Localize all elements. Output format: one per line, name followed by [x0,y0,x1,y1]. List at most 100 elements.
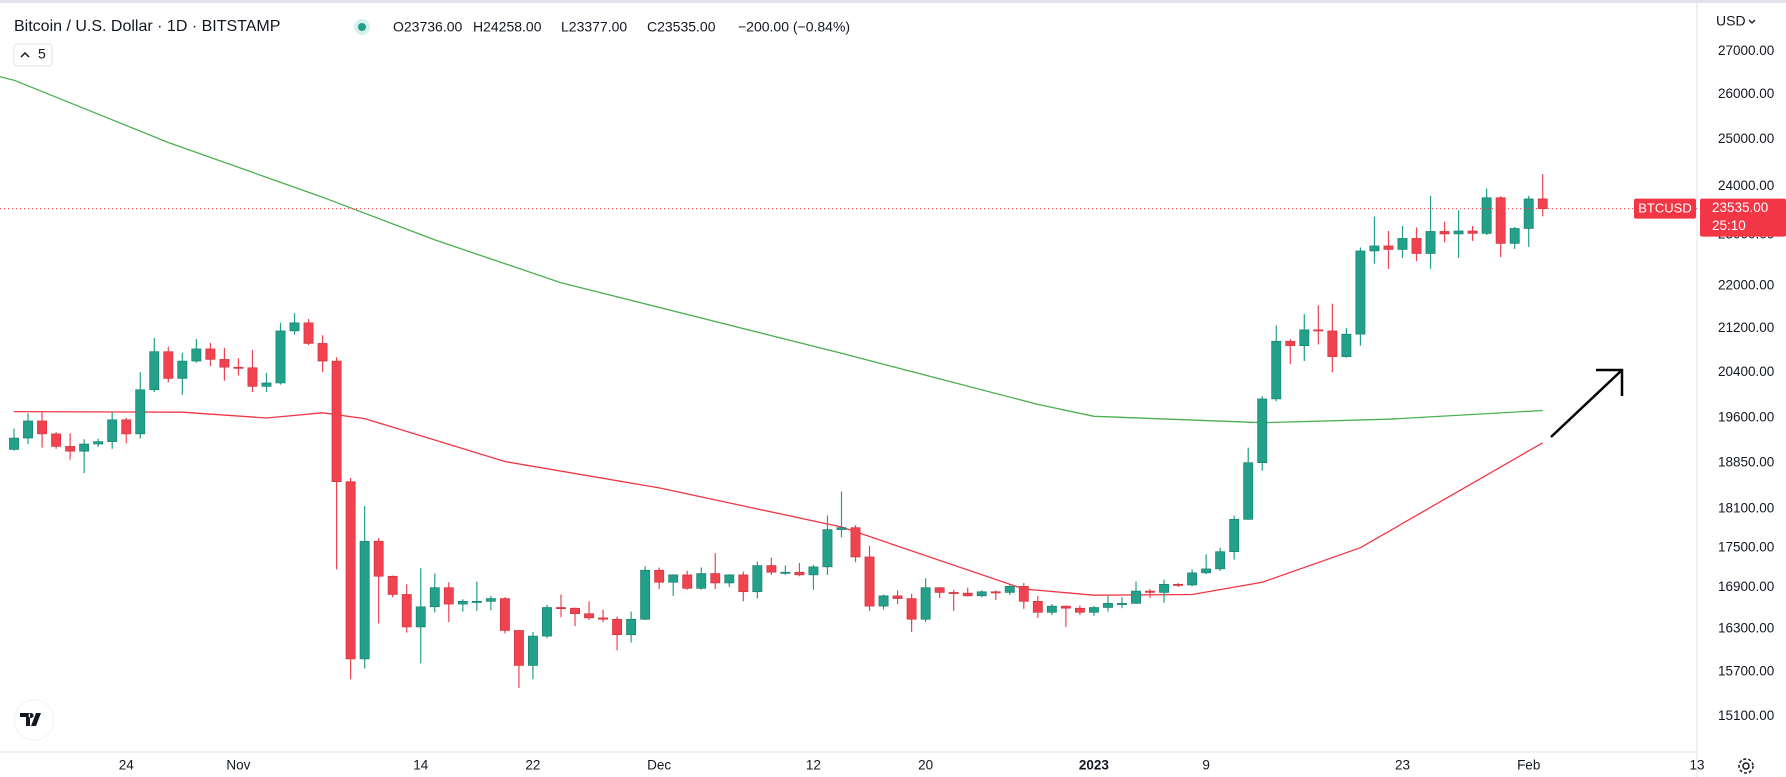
candle-body [163,351,174,379]
candle-body [612,618,623,635]
candle-body [359,540,370,660]
candle-body [1032,601,1043,613]
candle-body [962,592,973,597]
candle-body [1103,603,1113,608]
y-tick-label: 16900.00 [1718,579,1774,594]
chart-title: Bitcoin / U.S. Dollar · 1D · BITSTAMP [14,18,280,35]
candle-body [1411,238,1422,254]
candle-body [1060,605,1071,609]
candle-body [1089,607,1099,613]
candle-body [1046,605,1057,613]
x-tick-label: 14 [413,758,429,773]
x-tick-label: 12 [806,758,821,773]
x-tick-label: 13 [1689,758,1704,773]
candle-body [93,441,104,445]
y-tick-label: 25000.00 [1718,131,1774,146]
arrow-line [1550,369,1623,438]
candle-body [682,574,693,589]
y-tick-label: 19600.00 [1718,410,1774,425]
candle-body [1215,551,1226,570]
indicator-count: 5 [38,46,46,62]
candle-body [1481,197,1492,234]
candle-body [1453,230,1464,235]
chevron-icon [20,51,30,58]
candle-body [1369,245,1380,252]
y-tick-label: 27000.00 [1718,43,1774,58]
candle-body [948,592,959,594]
x-tick-label: 23 [1395,758,1410,773]
arrow-annotation [1550,368,1624,438]
candle-body [1074,607,1085,613]
arrow-head [1596,368,1624,396]
legend-high: H24258.00 [473,19,542,35]
symbol-label-bg [1634,198,1696,219]
candle-body [1355,250,1366,335]
indicator-toggle[interactable] [13,43,53,67]
candle-body [654,569,665,583]
moving-average-line [0,76,1543,424]
candle-body [850,527,861,558]
candle-body [1537,198,1548,209]
candle-body [766,565,777,573]
candle-body [1467,230,1478,234]
x-tick-label: Nov [226,758,250,773]
candle-body [1327,330,1338,357]
candle-body [864,556,875,607]
candle-body [37,420,48,435]
x-tick-label: 9 [1202,758,1210,773]
y-tick-label: 26000.00 [1718,86,1774,101]
candle-body [1285,340,1296,346]
candle-body [1117,603,1127,605]
candle-body [1425,231,1436,254]
logo[interactable] [13,699,55,741]
candle-body [135,389,146,435]
candle-body [822,529,833,568]
price-label-bg [1700,198,1786,237]
candle-body [598,617,608,620]
x-tick-label: 22 [525,758,540,773]
x-tick-label: Dec [647,758,671,773]
candle-body [640,569,651,620]
legend-low: L23377.00 [561,19,627,35]
candle-body [920,587,931,620]
candle-body [1131,590,1141,604]
candle-body [443,587,454,605]
candle-body [345,481,356,660]
candle-body [9,437,19,450]
candle-body [626,618,637,635]
candle-body [1004,586,1015,593]
currency-label[interactable]: USD [1716,13,1746,29]
candle-body [233,366,244,369]
candle-body [808,566,819,576]
y-tick-label: 16300.00 [1718,621,1774,636]
candle-body [373,540,384,577]
y-tick-label: 15700.00 [1718,664,1774,679]
candle-body [794,571,805,576]
legend-open: O23736.00 [393,19,462,35]
gear-inner [1742,762,1750,770]
candle-body [1018,586,1029,602]
y-tick-label: 24000.00 [1718,178,1774,193]
candle-body [177,360,188,379]
candle-body [1187,572,1198,586]
candle-body [261,382,272,387]
candle-body [51,433,62,447]
candle-body [1397,238,1408,250]
candle-body [542,607,552,637]
candle-body [738,574,749,593]
candle-body [499,598,510,631]
candle-body [528,635,538,666]
candle-body [1383,245,1394,250]
candle-body [1271,340,1282,400]
x-tick-label: Feb [1517,758,1540,773]
candle-body [1495,197,1506,244]
candle-body [65,446,76,452]
x-tick-label: 20 [918,758,933,773]
settings-icon[interactable] [1738,758,1754,774]
candle-body [23,420,33,439]
y-tick-label: 15100.00 [1718,708,1774,723]
candle-body [205,348,216,360]
overlay: Bitcoin / U.S. Dollar · 1D · BITSTAMP O2… [13,13,1756,774]
candle-body [1509,228,1520,244]
